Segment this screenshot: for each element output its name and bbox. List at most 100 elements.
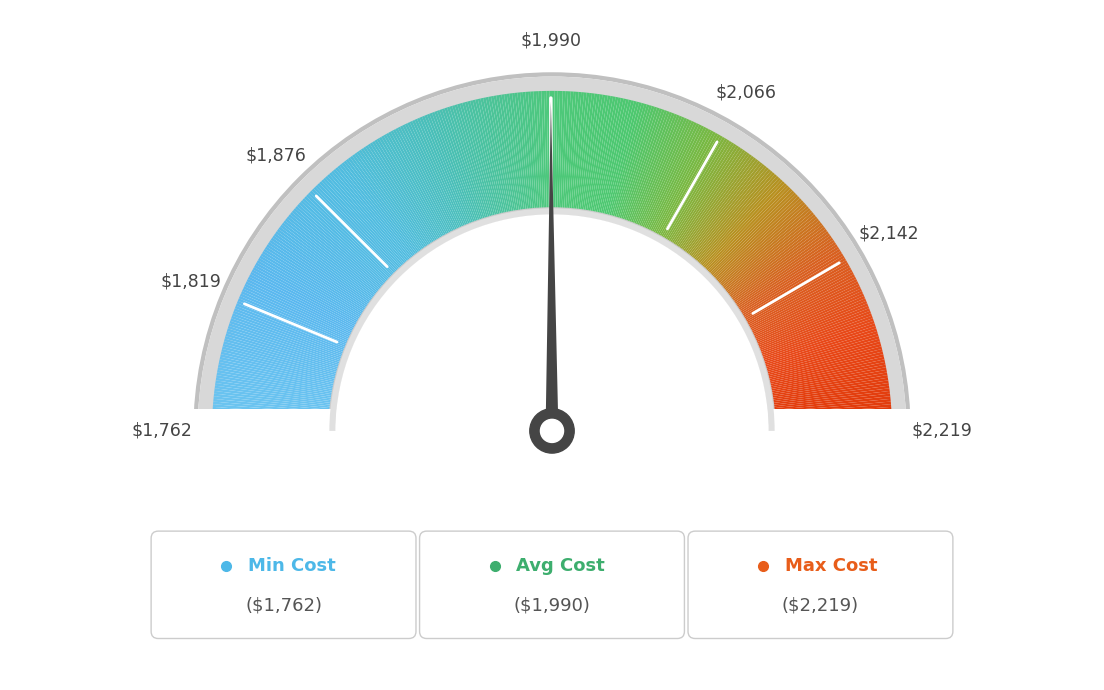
Wedge shape [690, 170, 773, 268]
Wedge shape [484, 97, 510, 221]
Wedge shape [250, 274, 361, 333]
Wedge shape [751, 303, 868, 352]
Wedge shape [198, 77, 906, 431]
Wedge shape [526, 92, 537, 217]
Wedge shape [760, 341, 881, 376]
Wedge shape [605, 101, 639, 224]
Wedge shape [212, 417, 338, 424]
Wedge shape [721, 220, 820, 299]
Wedge shape [486, 97, 512, 220]
Wedge shape [761, 349, 882, 381]
Wedge shape [611, 104, 647, 225]
Text: $1,762: $1,762 [131, 422, 192, 440]
Wedge shape [376, 138, 443, 247]
Wedge shape [434, 111, 479, 229]
Wedge shape [225, 333, 347, 371]
Wedge shape [582, 95, 603, 219]
Wedge shape [539, 91, 545, 216]
Wedge shape [259, 255, 368, 322]
Wedge shape [520, 92, 533, 217]
Wedge shape [219, 359, 342, 387]
Wedge shape [518, 92, 532, 217]
Wedge shape [708, 196, 800, 284]
Wedge shape [691, 172, 775, 268]
Wedge shape [765, 391, 890, 407]
Wedge shape [743, 274, 854, 333]
Wedge shape [253, 267, 364, 329]
Wedge shape [728, 235, 831, 309]
Wedge shape [731, 242, 836, 313]
Text: Avg Cost: Avg Cost [517, 558, 605, 575]
Wedge shape [661, 138, 728, 247]
Wedge shape [719, 216, 817, 297]
Wedge shape [381, 135, 446, 245]
Wedge shape [407, 122, 463, 237]
Wedge shape [410, 121, 464, 236]
Wedge shape [597, 99, 626, 221]
Wedge shape [750, 298, 867, 348]
Wedge shape [592, 97, 618, 220]
Wedge shape [666, 142, 734, 250]
Wedge shape [749, 293, 864, 346]
Wedge shape [327, 174, 412, 270]
Wedge shape [227, 328, 348, 368]
Wedge shape [227, 326, 348, 366]
Wedge shape [561, 91, 569, 217]
Wedge shape [225, 336, 346, 373]
Wedge shape [541, 91, 546, 216]
Wedge shape [754, 316, 873, 359]
Wedge shape [368, 144, 437, 250]
Wedge shape [730, 240, 835, 312]
Wedge shape [544, 91, 549, 216]
Wedge shape [221, 351, 343, 382]
Wedge shape [273, 235, 376, 309]
Wedge shape [447, 107, 487, 226]
Wedge shape [328, 207, 776, 431]
Wedge shape [215, 380, 340, 401]
Wedge shape [531, 91, 540, 217]
Wedge shape [372, 141, 439, 248]
Wedge shape [400, 126, 457, 239]
Wedge shape [569, 92, 582, 217]
Wedge shape [766, 417, 892, 424]
Wedge shape [215, 383, 339, 402]
Wedge shape [740, 265, 850, 328]
Wedge shape [640, 121, 694, 236]
Wedge shape [528, 92, 539, 217]
Wedge shape [662, 139, 730, 248]
Wedge shape [370, 142, 438, 250]
Wedge shape [212, 426, 337, 429]
Wedge shape [244, 284, 359, 339]
Wedge shape [226, 331, 347, 369]
Wedge shape [587, 95, 611, 219]
FancyBboxPatch shape [151, 531, 416, 638]
Wedge shape [559, 91, 565, 216]
Wedge shape [602, 100, 634, 222]
Wedge shape [350, 156, 426, 258]
Wedge shape [682, 161, 761, 262]
Wedge shape [379, 137, 444, 246]
Wedge shape [565, 92, 576, 217]
Wedge shape [574, 92, 590, 217]
Wedge shape [243, 286, 358, 341]
Wedge shape [628, 113, 675, 230]
Wedge shape [764, 375, 888, 397]
FancyBboxPatch shape [688, 531, 953, 638]
Wedge shape [422, 116, 471, 233]
Wedge shape [247, 277, 361, 335]
Wedge shape [282, 222, 382, 301]
Wedge shape [299, 202, 393, 288]
Wedge shape [240, 293, 355, 346]
Wedge shape [761, 351, 883, 382]
Wedge shape [766, 412, 892, 421]
Wedge shape [463, 102, 497, 224]
Wedge shape [677, 155, 752, 257]
Wedge shape [757, 331, 878, 369]
Wedge shape [414, 119, 467, 235]
Wedge shape [763, 367, 887, 393]
Wedge shape [212, 412, 338, 421]
Wedge shape [294, 208, 390, 291]
Wedge shape [634, 117, 684, 233]
Wedge shape [742, 272, 853, 332]
Wedge shape [363, 147, 434, 253]
